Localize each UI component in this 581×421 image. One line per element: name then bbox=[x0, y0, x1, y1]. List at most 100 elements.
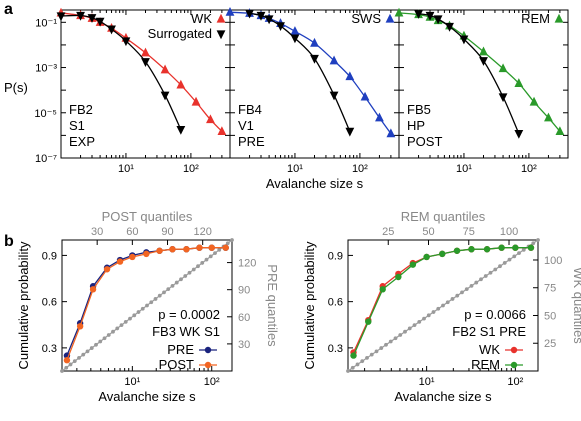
data-point bbox=[208, 244, 215, 251]
qq-point bbox=[426, 313, 431, 318]
annotation-text: S1 bbox=[69, 118, 85, 133]
qq-point bbox=[498, 264, 502, 269]
p-value-text: p = 0.0002 bbox=[158, 307, 220, 322]
data-point bbox=[468, 246, 475, 253]
qq-point bbox=[398, 333, 403, 337]
annotation-text: HP bbox=[407, 118, 425, 133]
qq-point bbox=[157, 293, 162, 298]
data-point bbox=[479, 46, 488, 56]
data-point bbox=[191, 96, 201, 106]
qq-point bbox=[374, 349, 379, 354]
qq-point bbox=[145, 303, 149, 308]
data-point bbox=[95, 17, 105, 27]
data-point bbox=[350, 352, 357, 359]
qq-point bbox=[230, 238, 234, 242]
legend-marker bbox=[510, 361, 518, 369]
qq-point bbox=[355, 362, 360, 367]
qq-point bbox=[479, 277, 483, 282]
qq-point bbox=[507, 257, 512, 262]
top-tick-label: 120 bbox=[194, 226, 212, 238]
right-tick-label: 120 bbox=[238, 258, 256, 270]
legend-label: WK bbox=[191, 11, 212, 26]
top-tick-label: 100 bbox=[500, 226, 518, 238]
qq-point bbox=[450, 297, 455, 301]
legend-label: SWS bbox=[351, 11, 381, 26]
qq-point bbox=[488, 270, 493, 275]
data-point bbox=[196, 244, 203, 251]
data-point bbox=[264, 15, 274, 25]
data-point bbox=[433, 15, 443, 25]
legend-label: REM bbox=[521, 11, 550, 26]
right-axis-label: PRE quantiles bbox=[265, 264, 280, 347]
qq-point bbox=[136, 310, 141, 314]
data-point bbox=[498, 63, 508, 73]
legend-marker bbox=[385, 13, 395, 23]
right-tick-label: 30 bbox=[238, 339, 250, 351]
right-tick-label: 60 bbox=[238, 312, 250, 324]
right-tick-label: 100 bbox=[544, 255, 562, 267]
x-tick-label: 10² bbox=[352, 163, 368, 175]
data-point bbox=[527, 244, 535, 251]
data-point bbox=[310, 37, 319, 47]
legend-marker bbox=[216, 13, 226, 23]
qq-point bbox=[119, 323, 124, 328]
data-point bbox=[345, 71, 355, 81]
plot-frame bbox=[347, 239, 539, 372]
legend-label: POST bbox=[159, 357, 194, 372]
panel-a-letter: a bbox=[4, 1, 13, 18]
x-tick-label: 10² bbox=[521, 163, 537, 175]
data-point bbox=[345, 127, 355, 137]
right-tick-label: 90 bbox=[238, 285, 250, 297]
data-point bbox=[360, 91, 370, 101]
right-axis-label: WK quantiles bbox=[571, 267, 581, 344]
legend-marker bbox=[510, 346, 518, 354]
data-point bbox=[425, 11, 435, 21]
x-tick-label: 10¹ bbox=[456, 163, 472, 175]
annotation-text: PRE bbox=[238, 134, 265, 149]
qq-point bbox=[460, 290, 464, 295]
plots-layer: 10¹ 10²10⁻¹10⁻³10⁻⁵10⁻⁷P(s)WKSurrogatedFB… bbox=[4, 6, 581, 404]
data-point bbox=[514, 129, 524, 139]
qq-point bbox=[94, 342, 98, 347]
data-point bbox=[329, 91, 339, 101]
y-tick-label: 10⁻⁷ bbox=[35, 153, 57, 165]
qq-point bbox=[170, 283, 175, 288]
data-point bbox=[310, 54, 319, 64]
qq-point bbox=[365, 356, 369, 360]
qq-point bbox=[77, 356, 81, 360]
data-point bbox=[103, 266, 111, 273]
qq-point bbox=[132, 313, 137, 318]
y-tick-label: 0.3 bbox=[328, 343, 343, 355]
qq-point bbox=[360, 359, 365, 364]
qq-point bbox=[111, 329, 115, 334]
y-tick-label: 10⁻¹ bbox=[35, 17, 57, 29]
qq-point bbox=[346, 369, 350, 373]
qq-point bbox=[179, 277, 183, 282]
qq-point bbox=[140, 306, 145, 311]
data-point bbox=[76, 323, 84, 330]
qq-point bbox=[225, 241, 230, 246]
qq-point bbox=[102, 336, 107, 341]
x-tick-label: 10¹ bbox=[419, 376, 435, 388]
legend-marker bbox=[204, 361, 212, 369]
plot-frame bbox=[61, 239, 233, 372]
legend-marker bbox=[554, 13, 564, 23]
qq-point bbox=[187, 270, 192, 275]
qq-point bbox=[417, 319, 422, 324]
qq-point bbox=[445, 300, 450, 305]
data-point bbox=[498, 244, 505, 251]
qq-point bbox=[191, 267, 196, 272]
panel-b-letter: b bbox=[4, 233, 14, 250]
y-tick-label: 10⁻³ bbox=[35, 63, 57, 75]
qq-point bbox=[123, 319, 128, 324]
qq-point bbox=[68, 362, 73, 367]
data-point bbox=[395, 273, 402, 281]
data-point bbox=[414, 10, 423, 19]
data-point bbox=[409, 261, 417, 268]
qq-point bbox=[474, 280, 479, 285]
data-point bbox=[225, 6, 235, 16]
y-tick-label: 0.6 bbox=[42, 297, 57, 309]
data-point bbox=[56, 12, 66, 22]
